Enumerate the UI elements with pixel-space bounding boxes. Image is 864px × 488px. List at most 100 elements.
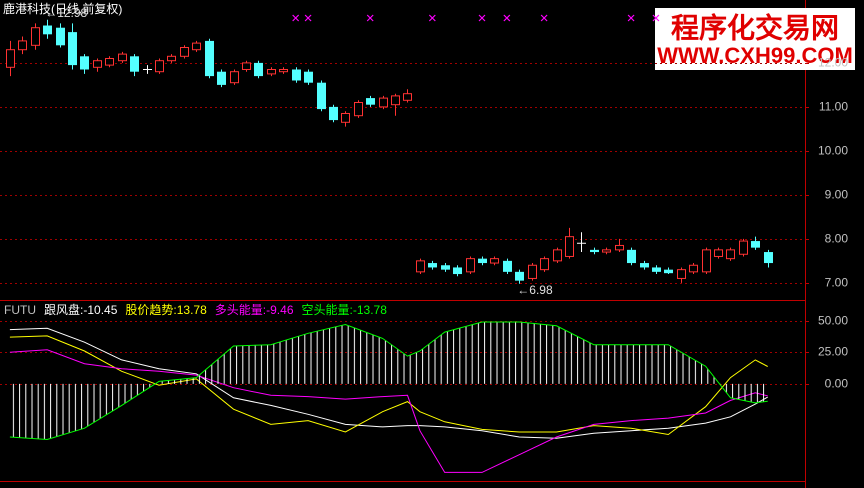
candle-body [490,258,499,264]
legend-name: 多头能量 [215,303,263,317]
chart-title: 鹿港科技(日线,前复权) [3,1,122,16]
legend-name: 空头能量 [302,303,350,317]
series-line [9,335,768,436]
candle-body [602,249,611,253]
legend-value: -9.46 [266,303,294,317]
watermark-title: 程序化交易网 [671,11,839,43]
annotation: ←6.98 [517,283,553,297]
candle-body [68,32,77,66]
legend-value: -10.45 [83,303,117,317]
candle-body [714,249,723,257]
candle-body [155,60,164,73]
legend-name: 跟风盘 [44,302,80,317]
signal-mark [652,14,660,22]
candle-body [379,97,388,108]
candle-body [764,252,773,264]
candle-body [640,263,649,268]
candle-body [403,93,412,101]
candle-body [267,69,276,75]
y-tick-label: 25.00 [818,345,848,359]
candle-body [726,249,735,260]
signal-mark [304,14,312,22]
candle-body [627,249,636,264]
series-line [9,321,768,441]
candle-body [615,244,624,251]
indicator-name: FUTU [4,303,36,317]
y-tick-label: 50.00 [818,314,848,328]
candle-body [416,260,425,273]
candle-body [565,236,574,257]
candle-body [18,40,27,51]
candle-body [652,267,661,272]
candle-body [6,49,15,68]
signal-mark [503,14,511,22]
legend: FUTU 跟风盘:-10.45 股价趋势:13.78 多头能量:-9.46 空头能量:-… [4,302,387,317]
legend-separator: : [80,303,83,317]
candle-body [391,95,400,106]
signal-mark [478,14,486,22]
candle-body [254,62,263,77]
candle-body [590,249,599,253]
legend-separator: : [263,303,266,317]
annotation: ←12.98 [45,6,87,20]
candle-body [304,71,313,83]
watermark: 程序化交易网 WWW.CXH99.COM [655,8,855,70]
candle-body [217,71,226,85]
y-tick-label: 11.00 [819,100,848,114]
candle-body [292,69,301,81]
candle-body [118,53,127,62]
series-line [9,349,768,473]
signal-mark [428,14,436,22]
signal-mark [540,14,548,22]
candle-body [329,106,338,121]
candle-body [553,249,562,262]
candle-body [478,258,487,264]
candle-body [677,269,686,279]
legend-separator: : [350,303,353,317]
candle-body [366,98,375,105]
candle-body [167,55,176,62]
y-tick-label: 7.00 [825,276,849,290]
candle-body [664,269,673,274]
legend-name: 股价趋势 [125,303,173,317]
candle-body [540,258,549,271]
candle-body [192,42,201,51]
y-tick-label: 9.00 [825,188,849,202]
y-tick-label: 10.00 [818,144,848,158]
series-line [9,327,768,439]
candle-body [354,101,363,117]
watermark-box [655,8,855,70]
hatched-area [9,322,768,440]
candle-body [56,27,65,46]
candle-body [180,47,189,57]
y-tick-label: 12.00 [818,56,848,70]
candle-body [105,58,114,66]
candle-body [515,271,524,281]
candle-body [528,264,537,279]
candle-body [739,240,748,255]
candle-body [317,82,326,110]
y-tick-label: 8.00 [825,232,849,246]
candle-body [93,60,102,68]
candle-body [205,40,214,77]
candle-body [503,260,512,272]
candle-body [441,265,450,270]
signal-mark [627,14,635,22]
candle-body [279,69,288,73]
candle-body [341,112,350,123]
candle-body [31,27,40,46]
candle-body [242,62,251,71]
candle-body [80,56,89,70]
candle-body [130,56,139,72]
y-tick-label: 0.00 [825,377,849,391]
candle-body [702,249,711,273]
legend-value: -13.78 [353,303,387,317]
legend-separator: : [173,303,176,317]
signal-mark [366,14,374,22]
signal-mark [292,14,300,22]
candle-body [230,71,239,84]
legend-value: 13.78 [177,303,207,317]
